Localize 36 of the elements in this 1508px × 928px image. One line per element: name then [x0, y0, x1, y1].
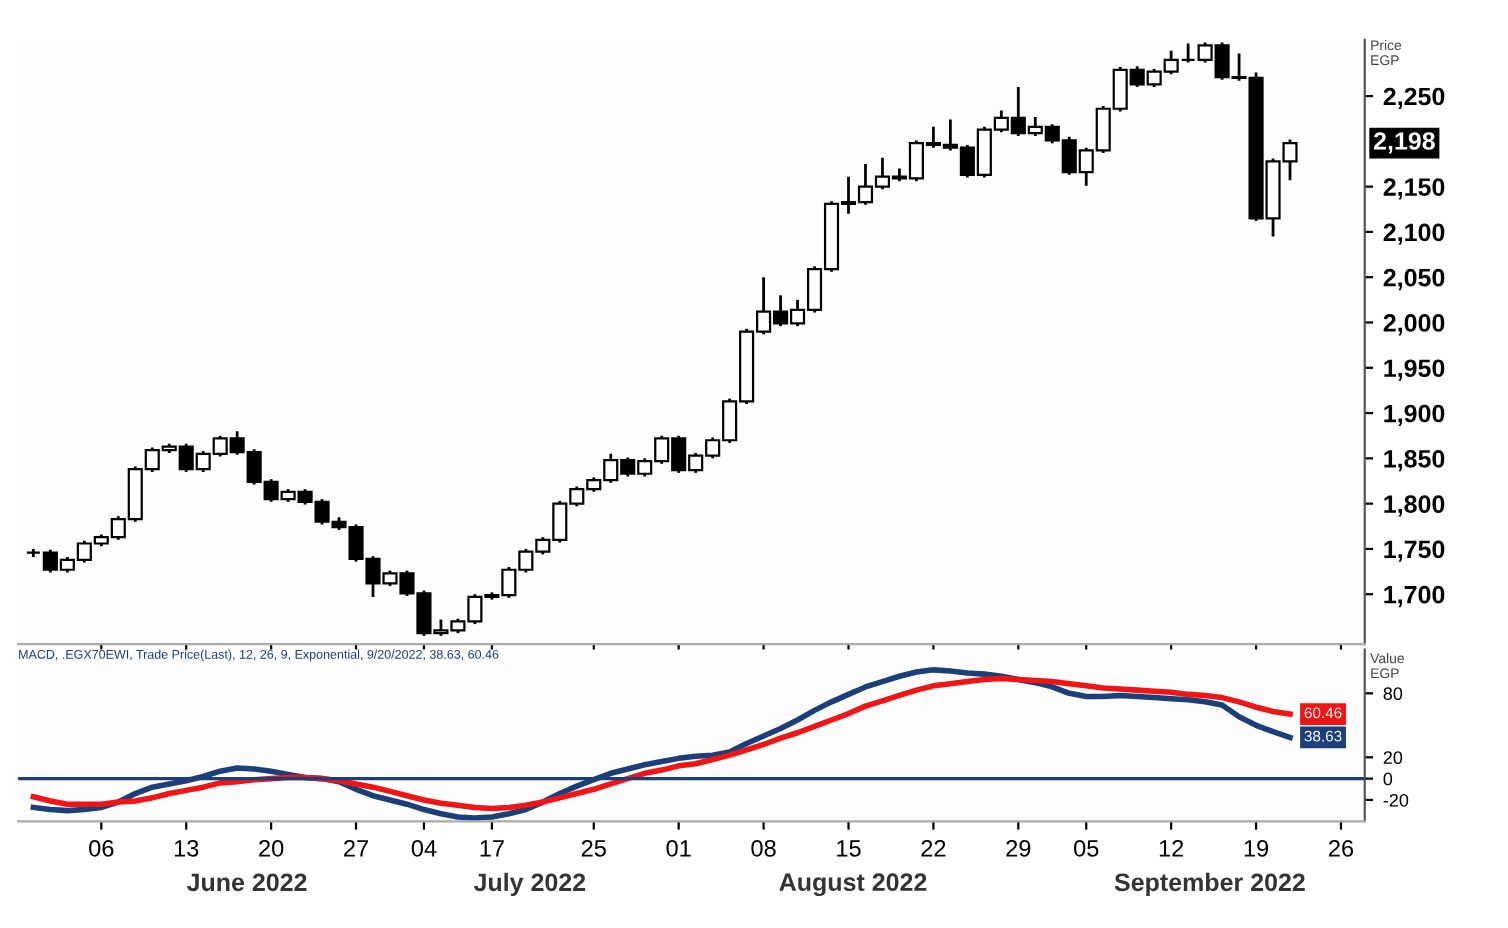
- x-tick-label: 13: [174, 839, 199, 857]
- x-tick-label: 12: [1159, 839, 1184, 857]
- x-tick-label: 06: [89, 839, 114, 857]
- y-tick-label: 0: [1383, 772, 1393, 786]
- y-tick-label: 1,700: [1384, 585, 1445, 608]
- x-tick-label: 08: [751, 839, 776, 857]
- y-tick-label: 2,250: [1383, 87, 1445, 109]
- x-tick-label: 20: [259, 839, 284, 857]
- x-tick-label: 25: [581, 839, 606, 857]
- y-tick-label: -20: [1383, 793, 1409, 807]
- x-tick-label: 15: [837, 840, 861, 857]
- y-tick-label: 2,150: [1383, 178, 1445, 200]
- x-tick-label: 27: [344, 839, 368, 857]
- y-tick-label: 1,750: [1384, 540, 1445, 562]
- x-tick-label: 26: [1329, 839, 1354, 857]
- y-tick-label: 1,850: [1384, 449, 1445, 472]
- x-tick-label: 04: [411, 839, 437, 857]
- y-tick-label: 2,100: [1383, 223, 1445, 245]
- x-tick-label: 19: [1244, 839, 1269, 857]
- y-tick-label: 1,900: [1384, 404, 1445, 426]
- y-tick-label: 80: [1383, 687, 1403, 701]
- text: August 2022: [779, 873, 927, 897]
- y-tick-label: 1,950: [1384, 359, 1445, 381]
- text: July 2022: [473, 872, 586, 897]
- x-tick-label: 29: [1006, 839, 1031, 857]
- text: 2,198: [1373, 132, 1435, 154]
- y-tick-label: 2,000: [1383, 314, 1445, 336]
- text: June 2022: [186, 873, 307, 892]
- x-tick-label: 17: [480, 840, 504, 857]
- x-tick-label: 05: [1074, 839, 1099, 857]
- y-tick-label: 2,050: [1383, 268, 1445, 291]
- text: September 2022: [1114, 872, 1305, 897]
- x-tick-label: 22: [921, 839, 946, 857]
- y-tick-label: 20: [1383, 751, 1403, 765]
- y-tick-label: 1,800: [1384, 495, 1445, 517]
- x-tick-label: 01: [666, 839, 691, 857]
